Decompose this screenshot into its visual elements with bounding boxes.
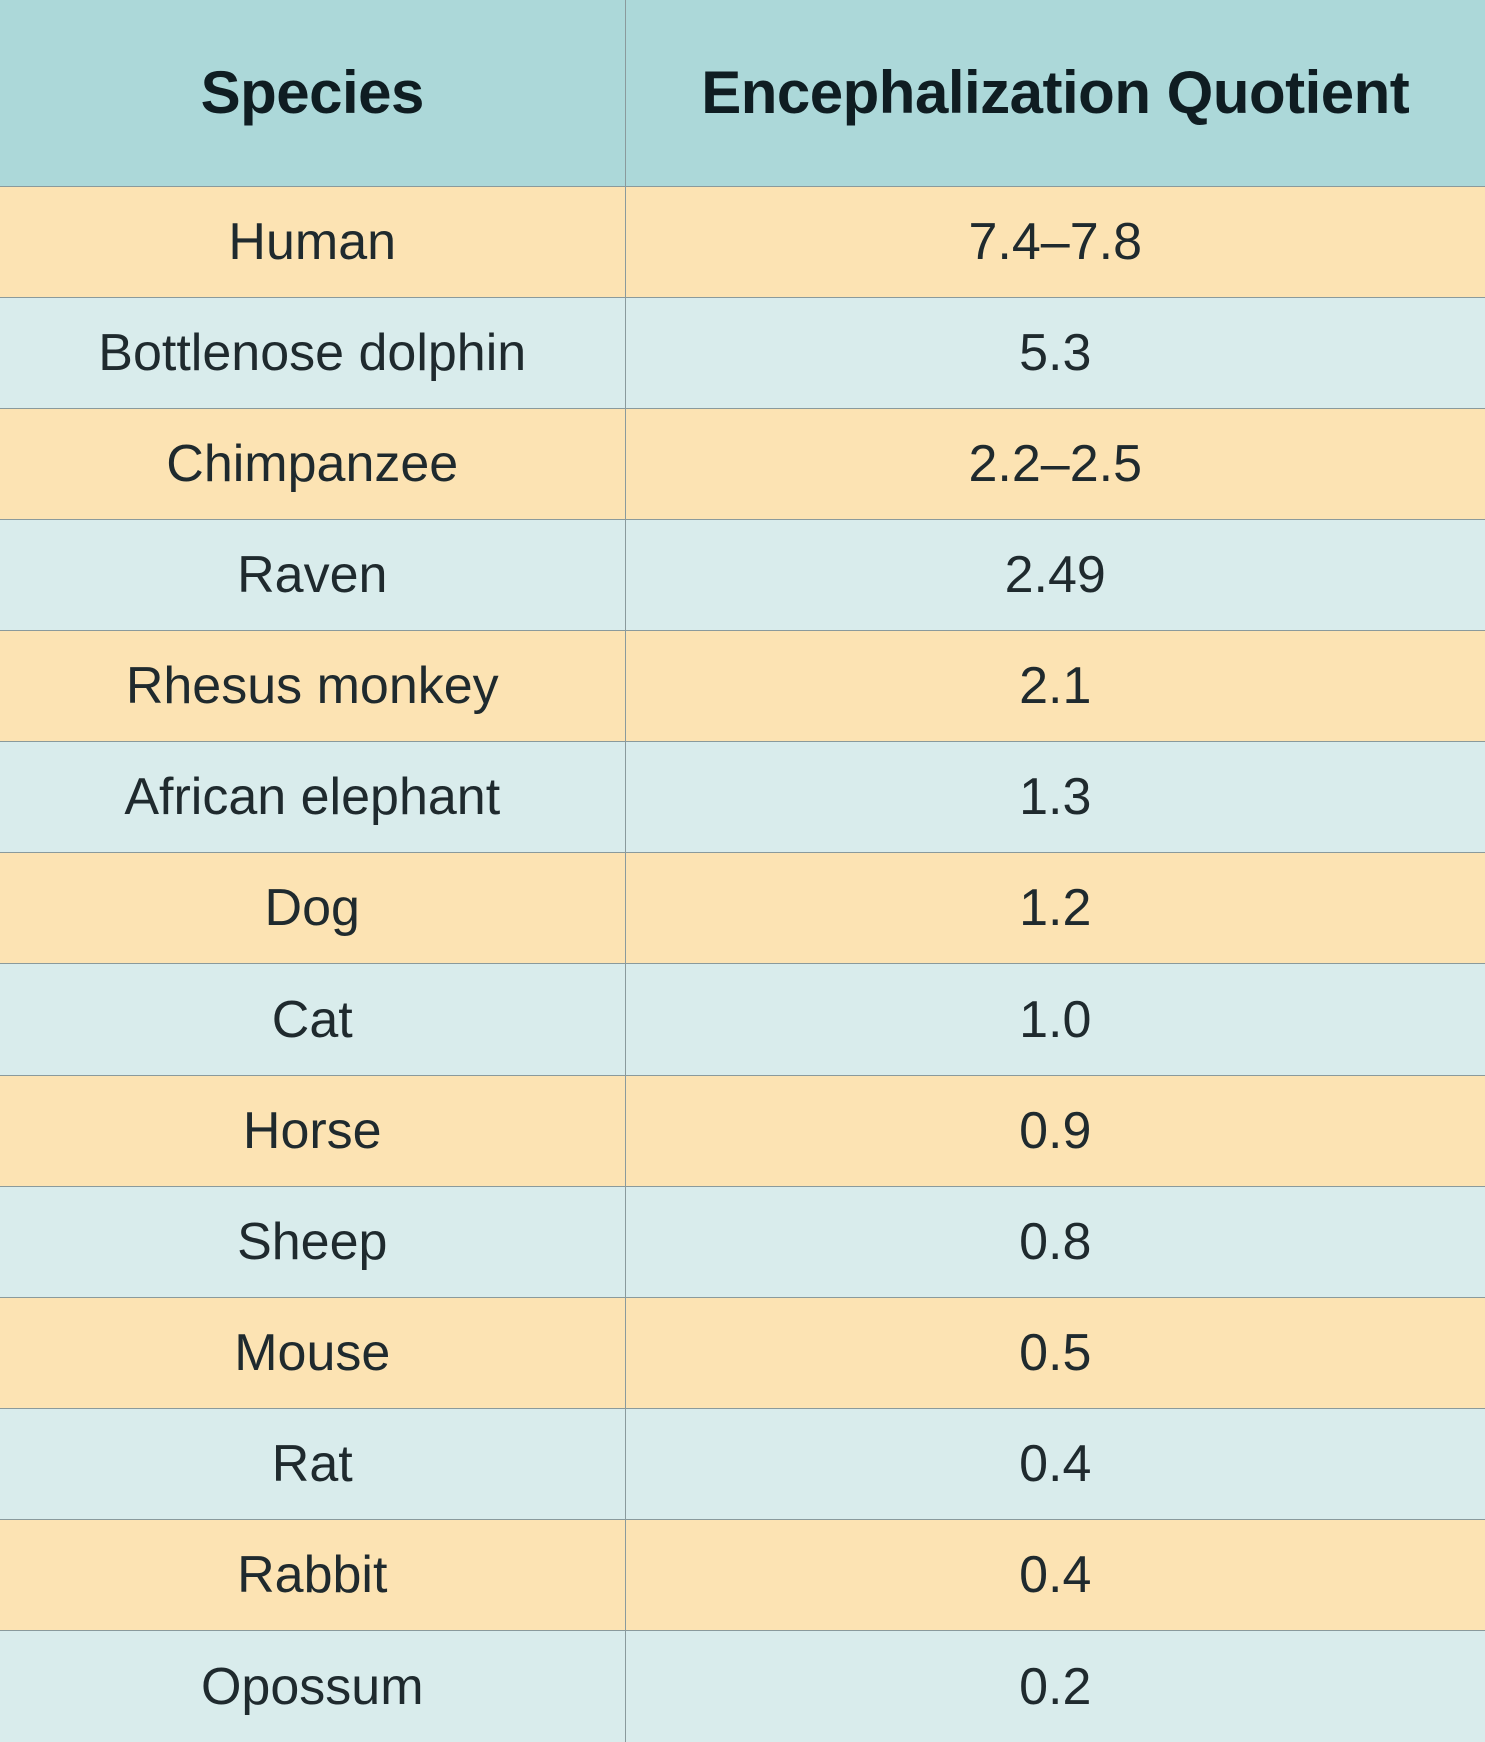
table-body: Human 7.4–7.8 Bottlenose dolphin 5.3 Chimpan… — [0, 186, 1485, 1742]
table-header: Species Encephalization Quotient — [0, 0, 1485, 187]
species-cell: Dog — [0, 852, 626, 965]
table-row: Rabbit 0.4 — [0, 1519, 1485, 1632]
eq-value-cell: 1.3 — [625, 741, 1485, 854]
species-cell: Human — [0, 186, 626, 298]
table-row: Mouse 0.5 — [0, 1297, 1485, 1410]
eq-value-cell: 0.8 — [625, 1186, 1485, 1298]
eq-value-cell: 0.4 — [625, 1408, 1485, 1521]
species-cell: Opossum — [0, 1630, 626, 1742]
eq-value-cell: 2.1 — [625, 630, 1485, 743]
species-cell: Rat — [0, 1408, 626, 1521]
species-cell: Cat — [0, 963, 626, 1076]
table-row: Horse 0.9 — [0, 1075, 1485, 1187]
species-cell: Raven — [0, 519, 626, 632]
eq-value-cell: 1.0 — [625, 963, 1485, 1076]
eq-value-cell: 2.2–2.5 — [625, 408, 1485, 520]
table-row: African elephant 1.3 — [0, 741, 1485, 854]
table-row: Dog 1.2 — [0, 852, 1485, 965]
species-cell: Chimpanzee — [0, 408, 626, 520]
eq-value-cell: 0.5 — [625, 1297, 1485, 1410]
eq-value-cell: 0.4 — [625, 1519, 1485, 1632]
table-row: Rhesus monkey 2.1 — [0, 630, 1485, 743]
eq-value-cell: 0.2 — [625, 1630, 1485, 1742]
species-cell: Sheep — [0, 1186, 626, 1298]
species-cell: Rabbit — [0, 1519, 626, 1632]
table-row: Raven 2.49 — [0, 519, 1485, 632]
eq-value-cell: 0.9 — [625, 1075, 1485, 1187]
table-row: Cat 1.0 — [0, 963, 1485, 1076]
species-cell: Horse — [0, 1075, 626, 1187]
species-cell: African elephant — [0, 741, 626, 854]
table-row: Human 7.4–7.8 — [0, 186, 1485, 298]
table-row: Opossum 0.2 — [0, 1630, 1485, 1742]
table-row: Chimpanzee 2.2–2.5 — [0, 408, 1485, 520]
species-cell: Bottlenose dolphin — [0, 297, 626, 409]
eq-value-cell: 2.49 — [625, 519, 1485, 632]
table-row: Sheep 0.8 — [0, 1186, 1485, 1298]
table-row: Rat 0.4 — [0, 1408, 1485, 1521]
species-cell: Mouse — [0, 1297, 626, 1410]
eq-value-cell: 7.4–7.8 — [625, 186, 1485, 298]
eq-value-cell: 1.2 — [625, 852, 1485, 965]
header-encephalization-quotient: Encephalization Quotient — [625, 0, 1485, 187]
header-species: Species — [0, 0, 626, 187]
table-row: Bottlenose dolphin 5.3 — [0, 297, 1485, 409]
eq-value-cell: 5.3 — [625, 297, 1485, 409]
species-cell: Rhesus monkey — [0, 630, 626, 743]
header-row: Species Encephalization Quotient — [0, 0, 1485, 187]
